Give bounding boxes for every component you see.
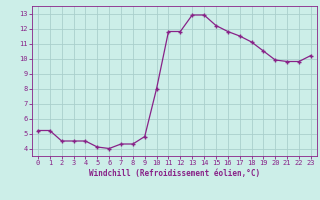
X-axis label: Windchill (Refroidissement éolien,°C): Windchill (Refroidissement éolien,°C) — [89, 169, 260, 178]
